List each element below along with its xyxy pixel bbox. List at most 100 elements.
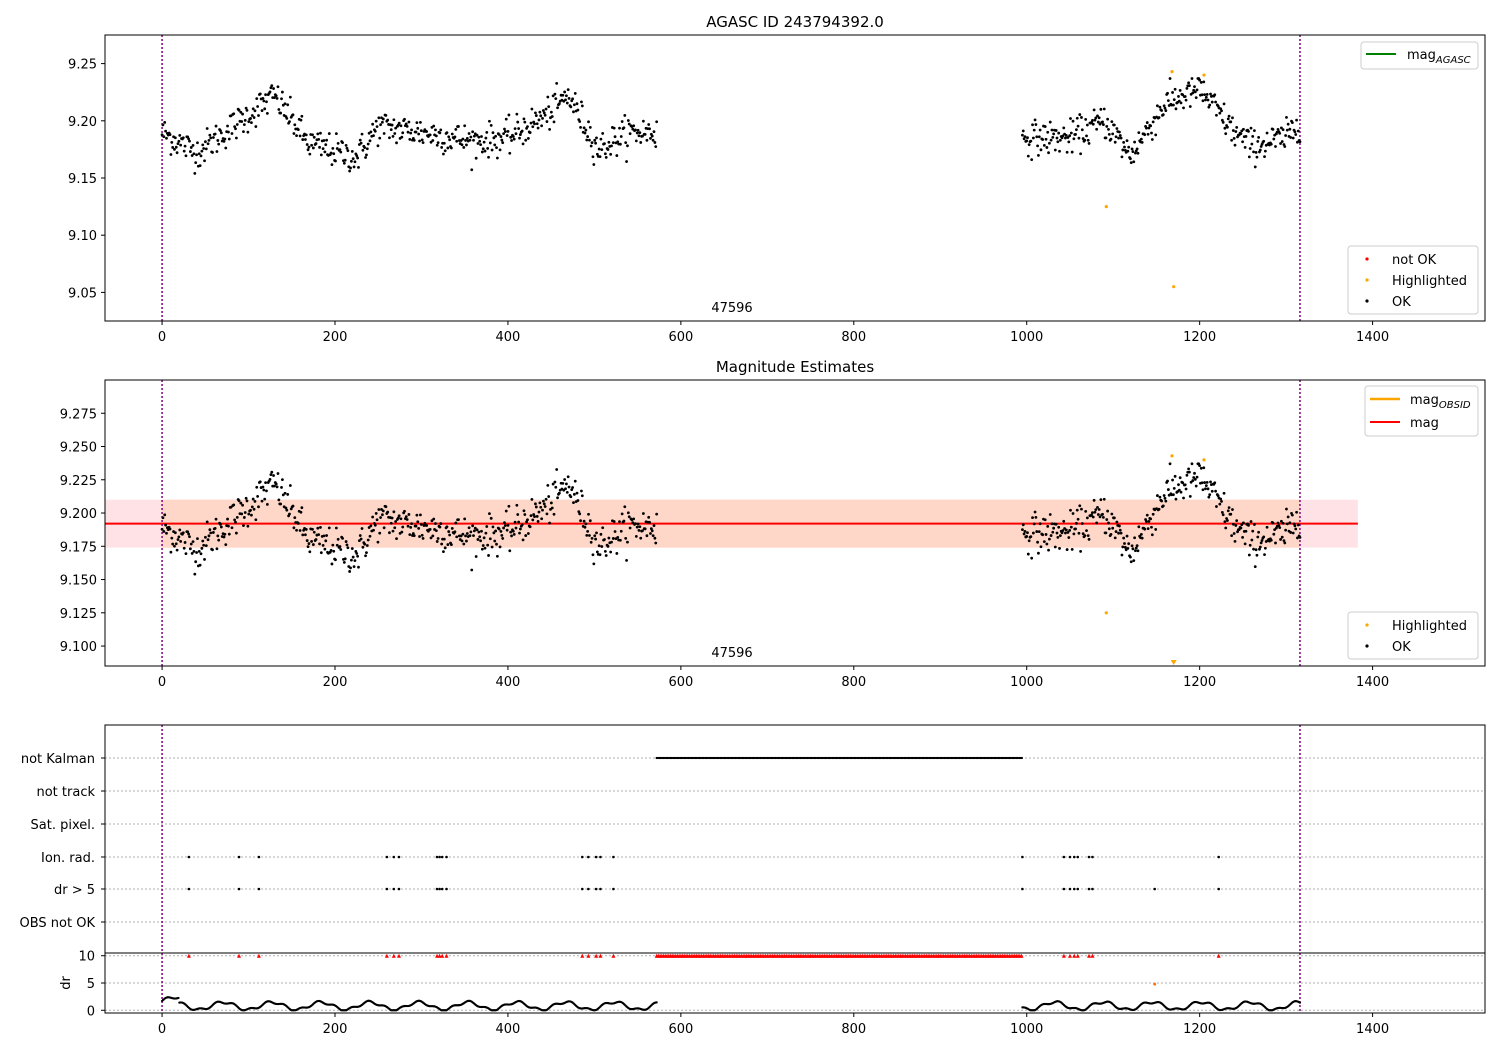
ok-point bbox=[497, 133, 501, 136]
dr-clipped-marker bbox=[440, 953, 445, 958]
ok-point bbox=[295, 134, 298, 138]
ok-point bbox=[465, 143, 468, 147]
ok-point bbox=[1163, 106, 1167, 110]
ok-point bbox=[564, 98, 567, 102]
ok-point bbox=[1134, 549, 1137, 553]
ok-point bbox=[286, 103, 290, 107]
ok-point bbox=[1280, 126, 1283, 130]
ok-point bbox=[348, 169, 352, 173]
ok-point bbox=[555, 468, 559, 471]
ok-point bbox=[325, 138, 329, 142]
ok-point bbox=[279, 502, 283, 506]
ok-point bbox=[609, 550, 613, 554]
ok-point bbox=[376, 144, 380, 148]
plot-frame bbox=[104, 724, 1486, 1014]
ok-point bbox=[515, 112, 519, 116]
ok-point bbox=[1265, 525, 1269, 529]
ok-point bbox=[1066, 531, 1070, 534]
ok-point bbox=[434, 522, 437, 525]
flag-row-label: Ion. rad. bbox=[41, 851, 95, 866]
ok-point bbox=[1200, 93, 1204, 97]
flag-point-ion-rad bbox=[1087, 855, 1091, 859]
ok-point bbox=[217, 538, 221, 542]
ok-point bbox=[345, 146, 349, 150]
ok-point bbox=[521, 538, 525, 542]
ok-point bbox=[1184, 98, 1188, 102]
ok-point bbox=[637, 134, 641, 138]
ok-point bbox=[580, 104, 584, 108]
ok-point bbox=[1226, 519, 1229, 522]
dr-clipped-marker bbox=[1075, 953, 1080, 958]
ok-point bbox=[1062, 519, 1066, 523]
ok-point bbox=[1243, 145, 1247, 149]
off-scale-marker bbox=[1170, 660, 1177, 665]
flag-point-ion-rad bbox=[1072, 855, 1076, 859]
ok-point bbox=[539, 114, 543, 118]
ok-point bbox=[1254, 150, 1258, 154]
ok-point bbox=[224, 146, 228, 150]
ok-point bbox=[520, 523, 524, 527]
ok-point bbox=[1234, 524, 1238, 527]
ok-point bbox=[1139, 532, 1143, 536]
ok-point bbox=[209, 531, 213, 535]
ok-point bbox=[1150, 138, 1154, 141]
ok-point bbox=[1050, 522, 1054, 526]
ok-point bbox=[329, 151, 333, 155]
ok-point bbox=[394, 126, 398, 130]
ok-point bbox=[227, 532, 231, 536]
ok-point bbox=[1053, 148, 1057, 152]
ok-point bbox=[1031, 136, 1035, 140]
ok-point bbox=[442, 550, 445, 554]
ok-point bbox=[1099, 498, 1103, 502]
ok-point bbox=[203, 159, 206, 163]
ok-point bbox=[1027, 539, 1031, 543]
ok-point bbox=[1235, 519, 1239, 523]
ok-point bbox=[245, 499, 249, 503]
ok-point bbox=[1242, 521, 1245, 525]
ok-point bbox=[1162, 104, 1166, 108]
ok-point bbox=[638, 525, 642, 529]
ok-point bbox=[223, 532, 227, 536]
ok-point bbox=[434, 529, 438, 533]
ok-point bbox=[188, 535, 191, 539]
ok-point bbox=[237, 499, 241, 503]
ok-point bbox=[1129, 161, 1133, 165]
ok-point bbox=[334, 558, 337, 562]
ok-point bbox=[429, 536, 433, 540]
ok-point bbox=[257, 505, 260, 509]
ok-point bbox=[1256, 140, 1260, 143]
ok-point bbox=[219, 523, 222, 526]
ok-point bbox=[388, 531, 391, 535]
ok-point bbox=[588, 126, 592, 129]
ok-point bbox=[570, 488, 574, 492]
ok-point bbox=[405, 518, 409, 521]
ok-point bbox=[626, 119, 630, 122]
x-tick-label: 1400 bbox=[1356, 330, 1389, 345]
ok-point bbox=[401, 131, 405, 135]
ok-point bbox=[521, 142, 525, 146]
ok-point bbox=[481, 147, 485, 151]
ok-point bbox=[512, 532, 516, 536]
ok-point bbox=[1107, 527, 1111, 531]
ok-point bbox=[1115, 127, 1119, 130]
ok-point bbox=[489, 123, 493, 127]
ok-point bbox=[503, 521, 506, 525]
ok-point bbox=[381, 117, 385, 121]
ok-point bbox=[1058, 138, 1062, 142]
ok-point bbox=[1282, 539, 1286, 542]
ok-point bbox=[1230, 138, 1234, 142]
flag-point-ion-rad bbox=[435, 855, 439, 859]
ok-point bbox=[645, 138, 649, 142]
flag-point-dr-gt-5 bbox=[1217, 887, 1220, 891]
ok-point bbox=[1198, 464, 1201, 468]
ok-point bbox=[381, 509, 385, 513]
ok-point bbox=[1168, 77, 1172, 80]
ok-point bbox=[280, 97, 283, 101]
ok-point bbox=[1126, 149, 1130, 153]
ok-point bbox=[250, 505, 254, 509]
ok-point bbox=[1200, 481, 1204, 485]
ok-point bbox=[545, 512, 549, 516]
ok-point bbox=[173, 148, 176, 151]
ok-point bbox=[641, 119, 645, 123]
ok-point bbox=[492, 531, 496, 535]
